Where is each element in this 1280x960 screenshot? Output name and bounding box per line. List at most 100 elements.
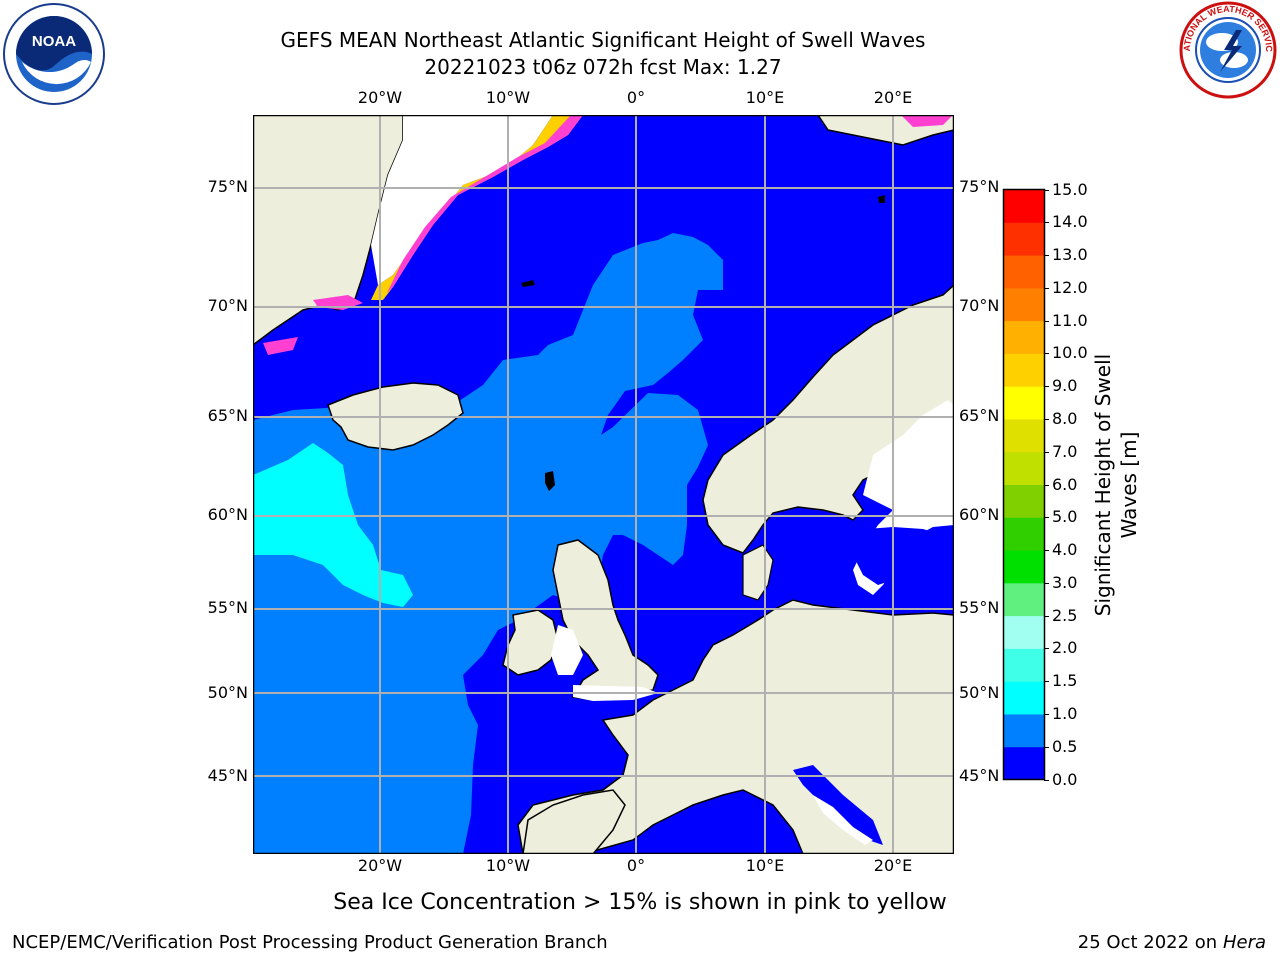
colorbar-tick-mark (1044, 648, 1049, 650)
colorbar-tick-mark (1044, 550, 1049, 552)
colorbar-tick-mark (1044, 713, 1049, 715)
lat-label-left: 70°N (207, 296, 248, 315)
lat-label-right: 50°N (959, 683, 1000, 702)
colorbar-tick-mark (1044, 484, 1049, 486)
colorbar-segment (1003, 648, 1045, 682)
lat-label-right: 70°N (959, 296, 1000, 315)
colorbar-segment (1003, 189, 1045, 223)
colorbar-tick-mark (1044, 746, 1049, 748)
colorbar-tick-mark (1044, 779, 1049, 781)
chart-subtitle: 20221023 t06z 072h fcst Max: 1.27 (424, 55, 782, 79)
colorbar-tick-mark (1044, 287, 1049, 289)
lat-label-right: 65°N (959, 406, 1000, 425)
colorbar-segment (1003, 353, 1045, 387)
ireland-land (502, 609, 559, 676)
lon-label-top: 10°W (485, 88, 531, 107)
map-area (253, 115, 954, 854)
nws-logo: NATIONAL WEATHER SERVICE (1176, 0, 1277, 99)
colorbar-tick-label: 15.0 (1052, 179, 1088, 199)
colorbar-tick-label: 2.0 (1052, 638, 1078, 658)
colorbar-tick-label: 6.0 (1052, 474, 1078, 494)
sea-ice-svalbard (901, 115, 953, 127)
colorbar-tick-mark (1044, 189, 1049, 191)
colorbar-segment (1003, 222, 1045, 256)
colorbar-tick-label: 1.5 (1052, 671, 1078, 691)
lat-label-right: 75°N (959, 177, 1000, 196)
colorbar-tick-label: 1.0 (1052, 703, 1078, 723)
colorbar-tick-mark (1044, 320, 1049, 322)
colorbar (1002, 188, 1046, 781)
colorbar-tick-mark (1044, 517, 1049, 519)
colorbar-tick-label: 9.0 (1052, 376, 1078, 396)
iberia-land (522, 789, 626, 854)
irish-sea-white (551, 625, 583, 675)
colorbar-tick-label: 12.0 (1052, 277, 1088, 297)
colorbar-segment (1003, 681, 1045, 715)
colorbar-tick-label: 5.0 (1052, 507, 1078, 527)
adriatic-sea (793, 765, 883, 845)
lat-label-left: 45°N (207, 766, 248, 785)
faroe-islands (545, 471, 555, 491)
colorbar-tick-mark (1044, 681, 1049, 683)
colorbar-segment (1003, 320, 1045, 354)
colorbar-tick-mark (1044, 386, 1049, 388)
colorbar-segment (1003, 287, 1045, 322)
colorbar-tick-label: 0.0 (1052, 769, 1078, 789)
lat-label-right: 55°N (959, 598, 1000, 617)
jan-mayen (521, 280, 535, 287)
europe-land (517, 599, 954, 854)
noaa-logo: NOAA (3, 3, 105, 105)
colorbar-segment (1003, 386, 1045, 420)
colorbar-tick-label: 13.0 (1052, 245, 1088, 265)
colorbar-tick-mark (1044, 582, 1049, 584)
colorbar-segment (1003, 615, 1045, 649)
colorbar-segment (1003, 418, 1045, 453)
colorbar-segment (1003, 550, 1045, 584)
lon-label-top: 20°E (873, 88, 913, 107)
colorbar-segment (1003, 451, 1045, 485)
lon-label-top: 0° (626, 88, 646, 107)
greenland-land (253, 115, 404, 346)
colorbar-segment (1003, 713, 1045, 748)
lat-label-right: 60°N (959, 505, 1000, 524)
colorbar-tick-mark (1044, 255, 1049, 257)
lat-label-right: 45°N (959, 766, 1000, 785)
lon-label-bottom: 0° (626, 856, 646, 875)
noaa-logo-text: NOAA (32, 33, 76, 50)
colorbar-segment (1003, 582, 1045, 617)
baltic-sea (853, 527, 943, 585)
lon-label-bottom: 20°W (357, 856, 403, 875)
lon-label-bottom: 10°W (485, 856, 531, 875)
colorbar-tick-label: 11.0 (1052, 310, 1088, 330)
colorbar-tick-label: 3.0 (1052, 572, 1078, 592)
colorbar-label-line2: Waves [m] (1117, 431, 1141, 539)
lon-label-bottom: 20°E (873, 856, 913, 875)
lon-label-top: 20°W (357, 88, 403, 107)
footer-host: Hera (1222, 932, 1266, 953)
colorbar-tick-label: 8.0 (1052, 408, 1078, 428)
colorbar-label-line1: Significant Height of Swell (1091, 353, 1115, 617)
colorbar-tick-label: 14.0 (1052, 212, 1088, 232)
lat-label-left: 65°N (207, 406, 248, 425)
colorbar-segment (1003, 255, 1045, 289)
lat-label-left: 50°N (207, 683, 248, 702)
adriatic-white (813, 795, 873, 845)
lat-label-left: 60°N (207, 505, 248, 524)
colorbar-label: Significant Height of Swell Waves [m] (1090, 325, 1142, 645)
footer-branch: NCEP/EMC/Verification Post Processing Pr… (12, 932, 608, 953)
colorbar-segment (1003, 484, 1045, 518)
colorbar-tick-mark (1044, 418, 1049, 420)
footer-date-text: 25 Oct 2022 on (1077, 932, 1223, 953)
chart-title: GEFS MEAN Northeast Atlantic Significant… (280, 28, 926, 52)
colorbar-tick-label: 2.5 (1052, 605, 1078, 625)
lon-label-top: 10°E (745, 88, 785, 107)
lon-label-bottom: 10°E (745, 856, 785, 875)
sea-ice-note: Sea Ice Concentration > 15% is shown in … (333, 890, 947, 915)
colorbar-tick-label: 4.0 (1052, 540, 1078, 560)
lat-label-left: 55°N (207, 598, 248, 617)
footer-date: 25 Oct 2022 on Hera (1078, 932, 1266, 953)
colorbar-tick-mark (1044, 353, 1049, 355)
graticule (253, 115, 954, 854)
colorbar-tick-label: 10.0 (1052, 343, 1088, 363)
colorbar-tick-mark (1044, 615, 1049, 617)
